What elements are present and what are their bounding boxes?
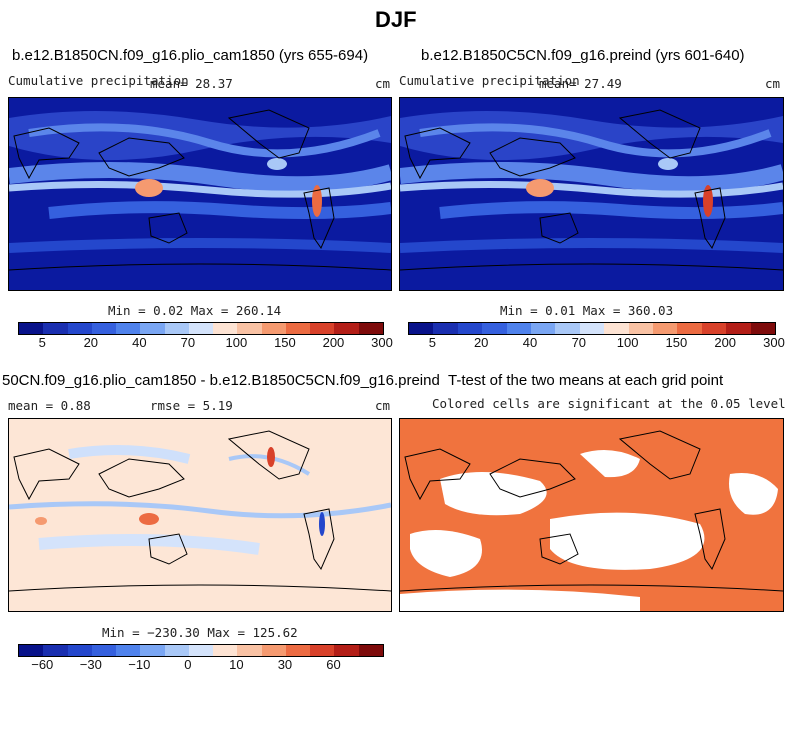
panel3-colorbar	[18, 644, 384, 657]
colorbar-swatch	[140, 323, 165, 334]
panel4-map	[399, 418, 784, 612]
colorbar-tick-label: 200	[714, 335, 737, 350]
colorbar-swatch	[91, 645, 117, 656]
colorbar-swatch	[285, 323, 311, 334]
colorbar-swatch	[701, 323, 727, 334]
colorbar-swatch	[19, 323, 44, 334]
colorbar-swatch	[334, 323, 359, 334]
colorbar-swatch	[482, 323, 507, 334]
colorbar-swatch	[628, 323, 654, 334]
colorbar-tick-label: 5	[38, 335, 46, 350]
colorbar-swatch	[358, 645, 383, 656]
colorbar-swatch	[67, 323, 92, 334]
colorbar-swatch	[604, 323, 629, 334]
colorbar-tick-label: 20	[83, 335, 99, 350]
colorbar-swatch	[164, 323, 189, 334]
panel3-minmax: Min = −230.30 Max = 125.62	[102, 625, 298, 640]
panel3-rmse: rmse = 5.19	[150, 398, 233, 413]
colorbar-tick-label: 100	[225, 335, 248, 350]
colorbar-tick-label: 70	[180, 335, 196, 350]
colorbar-swatch	[213, 323, 238, 334]
colorbar-swatch	[116, 323, 141, 334]
colorbar-swatch	[653, 323, 678, 334]
colorbar-tick-label: 30	[277, 657, 293, 672]
colorbar-swatch	[19, 645, 44, 656]
colorbar-tick-label: 300	[371, 335, 393, 350]
colorbar-tick-label: 150	[665, 335, 688, 350]
panel1-title: b.e12.B1850CN.f09_g16.plio_cam1850 (yrs …	[12, 47, 369, 64]
colorbar-swatch	[358, 323, 383, 334]
panel2-variable: Cumulative precipitation	[399, 73, 580, 88]
colorbar-swatch	[334, 645, 359, 656]
colorbar-swatch	[164, 645, 189, 656]
panel4-title: T-test of the two means at each grid poi…	[448, 372, 724, 389]
panel2-map	[399, 97, 784, 291]
colorbar-tick-label: 70	[571, 335, 587, 350]
colorbar-tick-label: −30	[79, 657, 102, 672]
colorbar-swatch	[188, 645, 214, 656]
panel3-title: 50CN.f09_g16.plio_cam1850 - b.e12.B1850C…	[2, 372, 440, 389]
colorbar-swatch	[433, 323, 458, 334]
panel3-map	[8, 418, 392, 612]
colorbar-tick-label: 5	[428, 335, 437, 350]
colorbar-tick-label: −10	[128, 657, 151, 672]
panel3-units: cm	[375, 398, 391, 413]
panel2-title: b.e12.B1850C5CN.f09_g16.preind (yrs 601-…	[421, 47, 745, 64]
colorbar-swatch	[457, 323, 483, 334]
panel2-colorbar	[408, 322, 776, 335]
colorbar-swatch	[285, 645, 311, 656]
panel1-units: cm	[375, 76, 391, 91]
colorbar-tick-label: −60	[31, 657, 54, 672]
panel2-minmax: Min = 0.01 Max = 360.03	[500, 303, 674, 318]
panel2-units: cm	[765, 76, 781, 91]
colorbar-swatch	[677, 323, 702, 334]
colorbar-swatch	[67, 645, 92, 656]
colorbar-swatch	[409, 323, 434, 334]
colorbar-swatch	[310, 323, 335, 334]
colorbar-tick-label: 40	[132, 335, 147, 350]
panel4-subtitle: Colored cells are significant at the 0.0…	[432, 396, 786, 411]
colorbar-swatch	[237, 323, 262, 334]
colorbar-tick-label: 150	[274, 335, 296, 350]
colorbar-tick-label: 300	[763, 335, 785, 350]
colorbar-swatch	[261, 645, 286, 656]
colorbar-swatch	[116, 645, 141, 656]
panel1-colorbar	[18, 322, 384, 335]
colorbar-swatch	[726, 323, 751, 334]
colorbar-tick-label: 20	[473, 335, 489, 350]
panel1-variable: Cumulative precipitation	[8, 73, 189, 88]
colorbar-swatch	[91, 323, 117, 334]
colorbar-tick-label: 100	[616, 335, 639, 350]
colorbar-tick-label: 0	[184, 657, 192, 672]
colorbar-swatch	[579, 323, 605, 334]
colorbar-swatch	[237, 645, 262, 656]
colorbar-tick-label: 60	[326, 657, 341, 672]
colorbar-swatch	[555, 323, 580, 334]
panel1-minmax: Min = 0.02 Max = 260.14	[108, 303, 282, 318]
colorbar-tick-label: 40	[522, 335, 538, 350]
colorbar-swatch	[43, 645, 68, 656]
panel1-map	[8, 97, 392, 291]
panel3-mean: mean = 0.88	[8, 398, 91, 413]
colorbar-tick-label: 10	[229, 657, 244, 672]
colorbar-swatch	[188, 323, 214, 334]
colorbar-swatch	[310, 645, 335, 656]
panel1-mean: mean= 28.37	[150, 76, 233, 91]
colorbar-swatch	[506, 323, 532, 334]
colorbar-tick-label: 200	[322, 335, 345, 350]
colorbar-swatch	[750, 323, 776, 334]
colorbar-swatch	[43, 323, 68, 334]
panel2-mean: mean= 27.49	[539, 76, 622, 91]
colorbar-swatch	[531, 323, 556, 334]
colorbar-swatch	[261, 323, 286, 334]
figure-title: DJF	[375, 7, 417, 32]
colorbar-swatch	[140, 645, 165, 656]
colorbar-swatch	[213, 645, 238, 656]
